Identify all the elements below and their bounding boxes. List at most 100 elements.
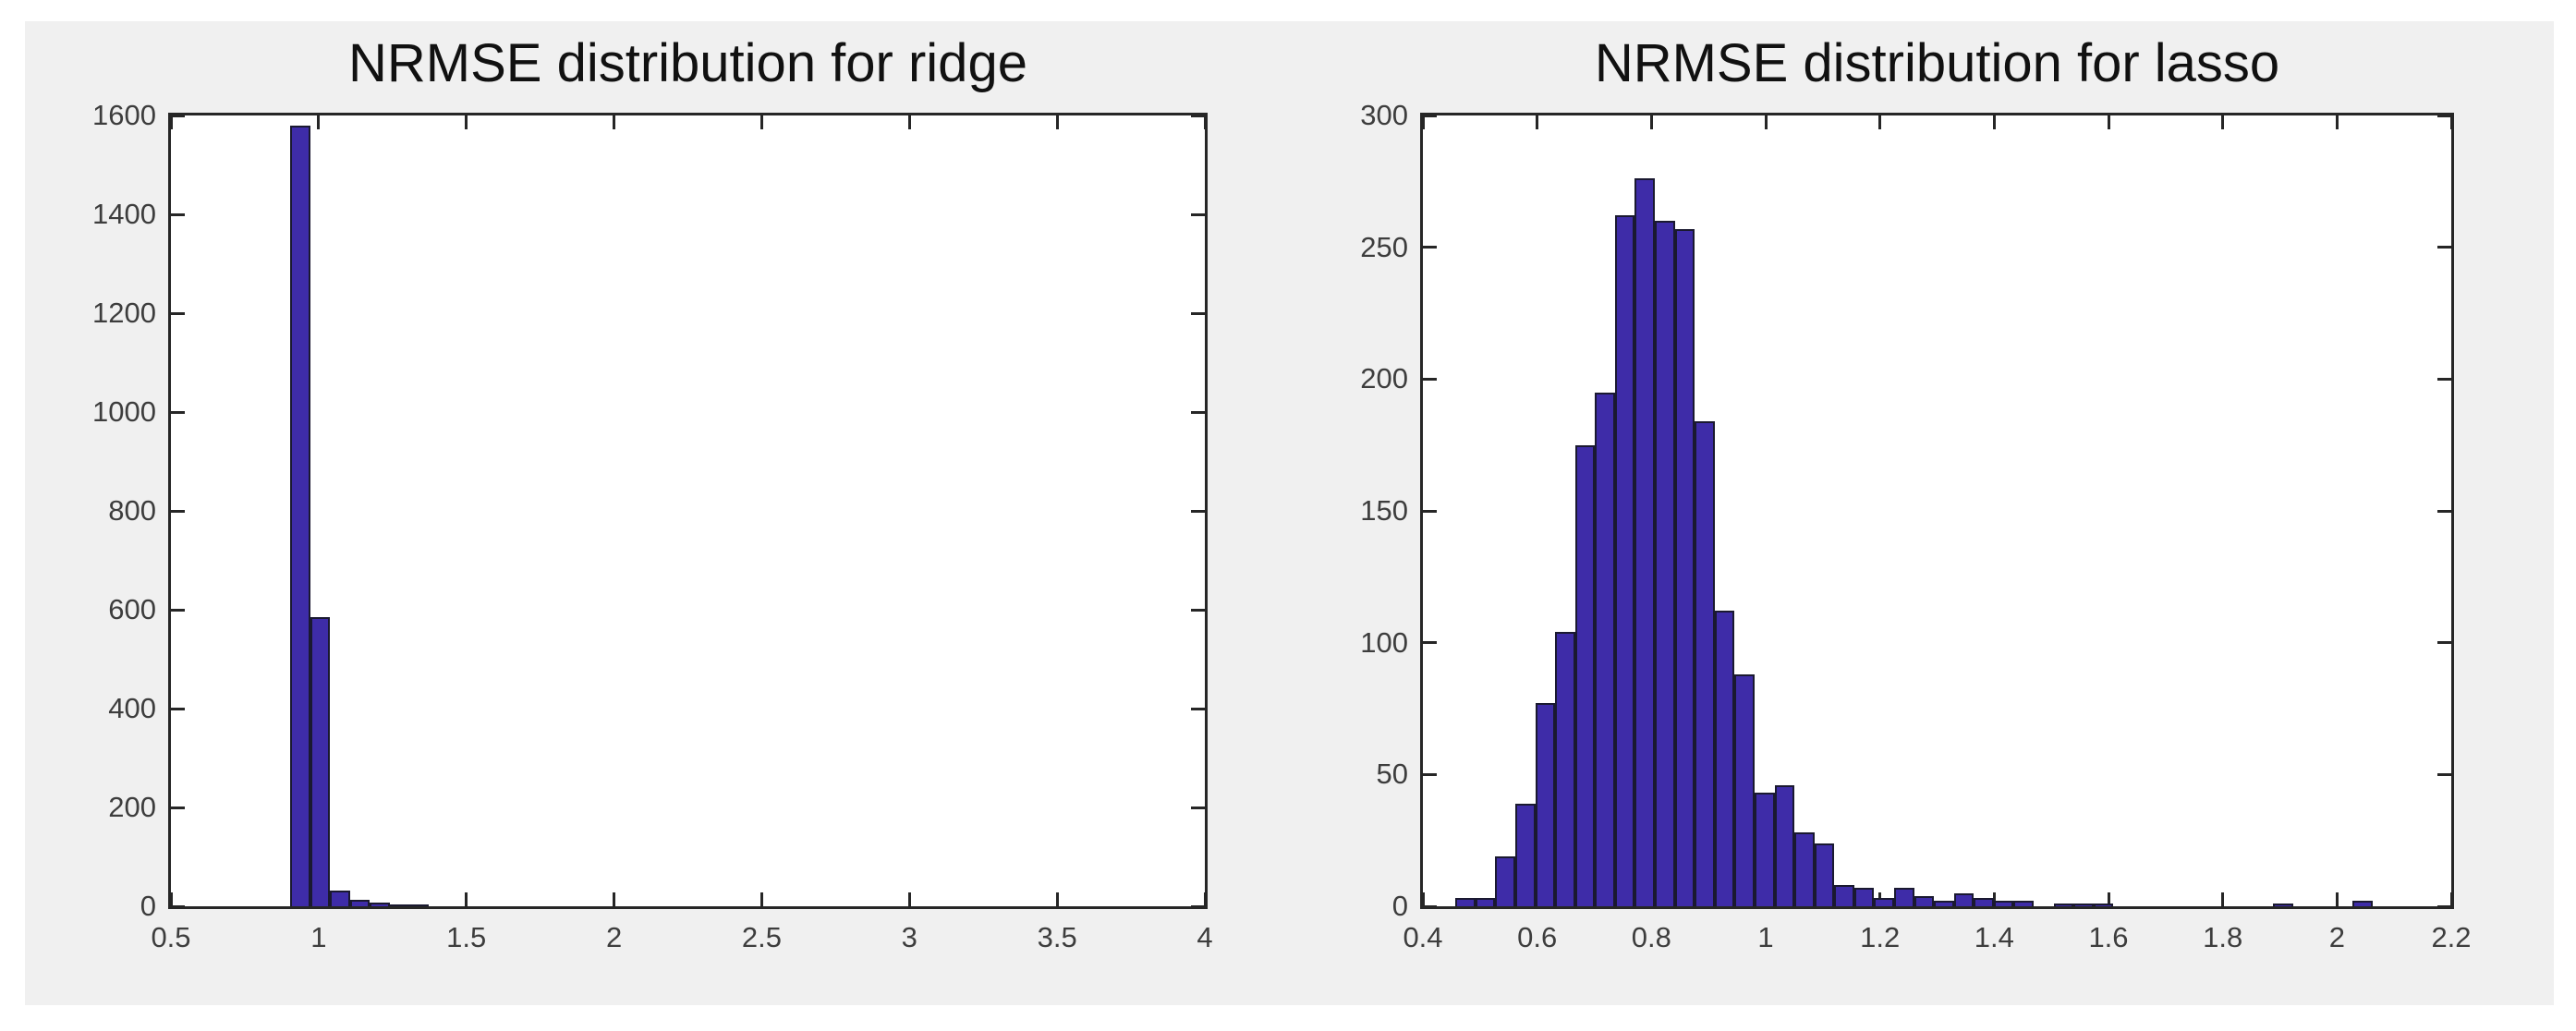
y-tick-label: 400 <box>108 692 156 724</box>
histogram-bar <box>1814 843 1835 906</box>
x-tick-mark <box>169 892 173 906</box>
y-tick-mark-right <box>1191 212 1205 216</box>
x-tick-label: 4 <box>1197 921 1213 953</box>
histogram-bar <box>1714 611 1735 906</box>
plot-area-lasso <box>1421 114 2453 908</box>
histogram-bar <box>370 902 390 906</box>
histogram-bar <box>1934 901 1954 906</box>
histogram-bar <box>349 900 371 906</box>
x-tick-mark-top <box>1536 115 1539 129</box>
x-tick-label: 1 <box>1757 921 1774 953</box>
y-tick-mark-right <box>1191 904 1205 908</box>
x-tick-mark <box>2335 892 2339 906</box>
x-tick-mark <box>1421 892 1425 906</box>
x-tick-mark <box>1055 892 1059 906</box>
x-tick-mark-top <box>169 115 173 129</box>
histogram-bar <box>1894 888 1914 906</box>
y-tick-mark-right <box>2437 246 2451 249</box>
x-tick-mark-top <box>317 115 321 129</box>
histogram-bar <box>1834 885 1854 906</box>
y-tick-mark <box>171 114 185 117</box>
plot-axes-lasso: 0.4 0.6 0.8 1 1.2 1.4 1.6 1.8 2 2.2 0 50 100 150 200 25… <box>1360 99 2471 953</box>
histogram-bar <box>1853 888 1875 906</box>
histogram-bar <box>1595 392 1615 906</box>
histogram-bar <box>1974 898 1994 906</box>
x-tick-mark <box>465 892 468 906</box>
plot-axes-ridge: 0.5 1 1.5 2 2.5 3 3.5 4 0 200 400 600 800 1000 1200 140… <box>92 99 1213 953</box>
y-tick-mark <box>1423 114 1437 117</box>
histogram-bar <box>330 890 350 906</box>
y-tick-mark <box>171 410 185 414</box>
y-tick-label: 1600 <box>92 99 156 131</box>
y-tick-mark <box>171 904 185 908</box>
y-tick-mark <box>171 806 185 809</box>
x-tick-mark-top <box>613 115 616 129</box>
x-tick-label: 2.5 <box>741 921 782 953</box>
x-tick-label: 0.8 <box>1631 921 1671 953</box>
y-tick-mark-right <box>1191 509 1205 513</box>
x-tick-mark <box>907 892 911 906</box>
x-tick-label: 0.4 <box>1403 921 1443 953</box>
y-tick-mark-right <box>2437 114 2451 117</box>
y-tick-label: 100 <box>1360 625 1408 659</box>
x-tick-mark-top <box>907 115 911 129</box>
x-tick-mark-top <box>2335 115 2339 129</box>
x-tick-label: 1.6 <box>2088 921 2129 953</box>
histogram-bar <box>1874 898 1894 906</box>
y-tick-mark-right <box>1191 114 1205 117</box>
y-tick-mark-right <box>1191 707 1205 710</box>
x-tick-label: 1.8 <box>2203 921 2243 953</box>
figure-canvas: NRMSE distribution for ridge 0.5 1 1.5 2 2.5… <box>25 21 2554 1005</box>
x-tick-mark <box>2449 892 2453 906</box>
x-tick-label: 1.4 <box>1974 921 2014 953</box>
y-tick-label: 200 <box>108 791 156 823</box>
x-tick-mark <box>2221 892 2225 906</box>
x-tick-mark-top <box>1878 115 1882 129</box>
x-tick-label: 3.5 <box>1037 921 1077 953</box>
x-tick-mark-top <box>1649 115 1653 129</box>
histogram-bar <box>1754 793 1775 906</box>
x-tick-mark-top <box>2107 115 2110 129</box>
y-tick-mark-right <box>2437 904 2451 908</box>
y-tick-label: 1400 <box>92 198 156 230</box>
y-tick-mark <box>1423 377 1437 381</box>
histogram-bar <box>1455 898 1476 906</box>
x-tick-mark-top <box>465 115 468 129</box>
histogram-bar <box>2053 904 2074 906</box>
x-tick-label: 2 <box>2328 921 2345 953</box>
chart-panel-ridge: NRMSE distribution for ridge 0.5 1 1.5 2 2.5… <box>25 21 2554 1005</box>
histogram-bar <box>290 125 310 906</box>
histogram-bar <box>1535 703 1556 906</box>
x-tick-label: 1 <box>310 921 327 953</box>
histogram-bar <box>1475 898 1496 906</box>
y-tick-mark-right <box>2437 772 2451 776</box>
plot-area-ridge <box>169 114 1207 908</box>
x-tick-mark <box>613 892 616 906</box>
x-tick-mark-top <box>2449 115 2453 129</box>
chart-title-ridge: NRMSE distribution for ridge <box>348 33 1027 93</box>
histogram-bar <box>1734 673 1755 906</box>
x-tick-mark <box>2107 892 2110 906</box>
y-tick-mark <box>171 311 185 315</box>
histogram-bar <box>1953 892 1975 906</box>
x-tick-mark-top <box>1764 115 1768 129</box>
y-tick-label: 250 <box>1360 230 1408 263</box>
histogram-bar <box>1674 228 1695 906</box>
y-tick-mark <box>171 212 185 216</box>
y-tick-label: 150 <box>1360 494 1408 527</box>
x-tick-mark <box>1203 892 1207 906</box>
histogram-bar <box>2273 904 2293 906</box>
x-tick-mark-top <box>759 115 763 129</box>
y-tick-mark-right <box>1191 311 1205 315</box>
x-tick-mark <box>759 892 763 906</box>
histogram-bar <box>2352 901 2373 906</box>
y-tick-mark-right <box>1191 806 1205 809</box>
y-tick-mark <box>171 608 185 612</box>
y-tick-label: 0 <box>140 890 156 922</box>
histogram-bar <box>2093 904 2114 906</box>
histogram-bar <box>1993 901 2014 906</box>
x-tick-mark-top <box>1203 115 1207 129</box>
histogram-bar <box>310 617 331 906</box>
y-tick-label: 0 <box>1391 890 1408 922</box>
y-tick-mark-right <box>2437 509 2451 513</box>
